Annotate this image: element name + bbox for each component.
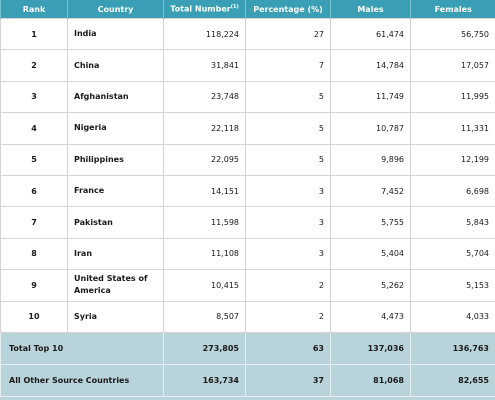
cell: 31,841 <box>163 49 246 82</box>
cell: 81,068 <box>330 363 411 397</box>
cell: 137,036 <box>330 331 411 365</box>
table-row: 7 Pakistan 11,598 3 5,755 5,843 <box>0 206 495 239</box>
cell: 8 <box>0 237 68 271</box>
cell: 10,787 <box>330 112 411 145</box>
total-row: All Other Source Countries 163,734 37 81,06… <box>0 363 495 397</box>
table-row: 9 United States of America 10,415 2 5,262 5,1… <box>0 269 495 302</box>
cell: 7 <box>245 49 331 82</box>
column-header: Males <box>330 0 411 19</box>
header-text: Rank <box>22 4 46 14</box>
cell: 61,474 <box>330 17 411 51</box>
cell: 2 <box>245 269 331 302</box>
cell: 11,749 <box>330 80 411 114</box>
cell: 5 <box>245 80 331 114</box>
cell: 7,452 <box>330 174 411 208</box>
cell: 5 <box>245 143 331 176</box>
cell: Total Top 10 <box>0 331 164 365</box>
cell: 56,750 <box>410 17 495 51</box>
cell: 9 <box>0 269 68 302</box>
cell: 23,748 <box>163 80 246 114</box>
header-text: Percentage (%) <box>253 4 323 14</box>
cell: 11,331 <box>410 112 495 145</box>
cell: 273,805 <box>163 331 246 365</box>
table-row: 6 France 14,151 3 7,452 6,698 <box>0 174 495 208</box>
cell: 4,473 <box>330 300 411 333</box>
header-text: Total Number <box>170 4 231 14</box>
cell: 7 <box>0 206 68 239</box>
cell: 136,763 <box>410 331 495 365</box>
cell: 5,153 <box>410 269 495 302</box>
table-row: 8 Iran 11,108 3 5,404 5,704 <box>0 237 495 271</box>
cell: 1 <box>0 17 68 51</box>
header-text: Males <box>357 4 384 14</box>
cell: 11,108 <box>163 237 246 271</box>
total-row: Total Top 10 273,805 63 137,036 136,763 <box>0 331 495 365</box>
cell: 6 <box>0 174 68 208</box>
cell: 4,033 <box>410 300 495 333</box>
cell: 22,095 <box>163 143 246 176</box>
cell: 14,151 <box>163 174 246 208</box>
cell: China <box>67 49 164 82</box>
column-header: Females <box>410 0 495 19</box>
cell: 5,262 <box>330 269 411 302</box>
cell: 63 <box>245 331 331 365</box>
cell: 10,415 <box>163 269 246 302</box>
cell: France <box>67 174 164 208</box>
cell: 3 <box>245 174 331 208</box>
cell: 118,224 <box>163 17 246 51</box>
table-row: 4 Nigeria 22,118 5 10,787 11,331 <box>0 112 495 145</box>
column-header: Total Number(1) <box>163 0 246 19</box>
cell: 3 <box>245 237 331 271</box>
cell: 6,698 <box>410 174 495 208</box>
cell: 5 <box>0 143 68 176</box>
cell: United States of America <box>67 269 164 302</box>
cell: 10 <box>0 300 68 333</box>
cell: Syria <box>67 300 164 333</box>
cell: Afghanistan <box>67 80 164 114</box>
column-header: Country <box>67 0 164 19</box>
header-text: Females <box>434 4 472 14</box>
cell: 22,118 <box>163 112 246 145</box>
cell: 11,995 <box>410 80 495 114</box>
table-row: 5 Philippines 22,095 5 9,896 12,199 <box>0 143 495 176</box>
table-body: 1 India 118,224 27 61,474 56,750 2 China 31,841 7… <box>0 17 495 397</box>
cell: 37 <box>245 363 331 397</box>
cell: 5,704 <box>410 237 495 271</box>
cell: 27 <box>245 17 331 51</box>
cell: 163,734 <box>163 363 246 397</box>
cell: 17,057 <box>410 49 495 82</box>
cell: 5,755 <box>330 206 411 239</box>
table-row: 1 India 118,224 27 61,474 56,750 <box>0 17 495 51</box>
cell: 5,843 <box>410 206 495 239</box>
cell: 3 <box>0 80 68 114</box>
cell: Philippines <box>67 143 164 176</box>
table-row: 2 China 31,841 7 14,784 17,057 <box>0 49 495 82</box>
cell: 11,598 <box>163 206 246 239</box>
cell: Pakistan <box>67 206 164 239</box>
cell: 9,896 <box>330 143 411 176</box>
cell: 2 <box>245 300 331 333</box>
table-row: 3 Afghanistan 23,748 5 11,749 11,995 <box>0 80 495 114</box>
cell: 2 <box>0 49 68 82</box>
cell: Iran <box>67 237 164 271</box>
header-text: Country <box>97 4 134 14</box>
table-row: 10 Syria 8,507 2 4,473 4,033 <box>0 300 495 333</box>
cell: 4 <box>0 112 68 145</box>
cell: 5 <box>245 112 331 145</box>
cell: India <box>67 17 164 51</box>
header-row: Rank Country Total Number(1) Percentage (%)… <box>0 0 495 19</box>
column-header: Percentage (%) <box>245 0 331 19</box>
cell: 8,507 <box>163 300 246 333</box>
cell: 82,655 <box>410 363 495 397</box>
column-header: Rank <box>0 0 68 19</box>
cell: 12,199 <box>410 143 495 176</box>
cell: All Other Source Countries <box>0 363 164 397</box>
cell: Nigeria <box>67 112 164 145</box>
cell: 14,784 <box>330 49 411 82</box>
header-superscript: (1) <box>230 4 239 11</box>
cell: 5,404 <box>330 237 411 271</box>
cell: 3 <box>245 206 331 239</box>
